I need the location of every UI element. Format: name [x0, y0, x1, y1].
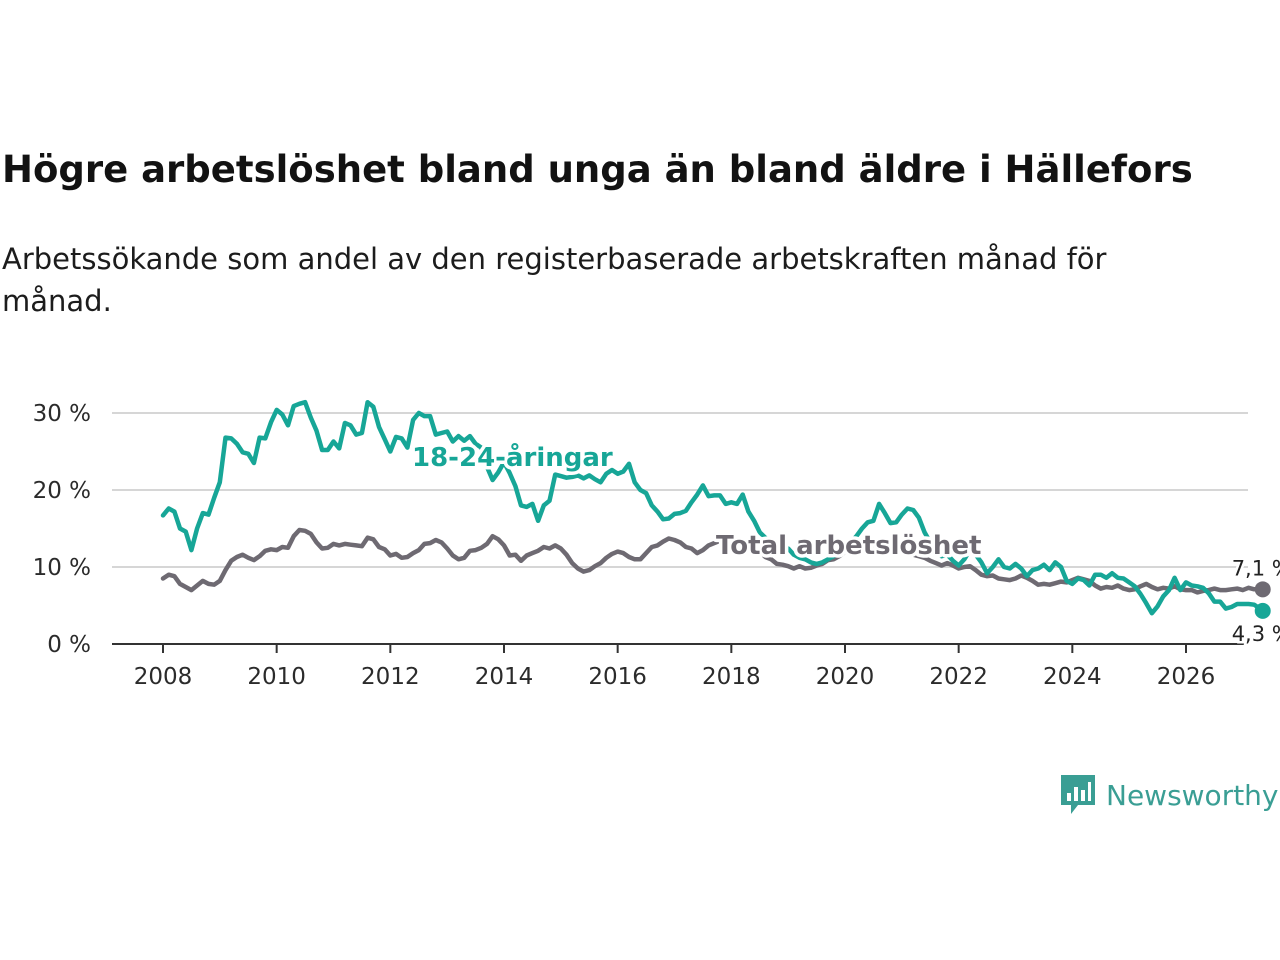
y-tick-label: 20 %: [33, 478, 91, 504]
series-layer: [160, 399, 1271, 619]
newsworthy-brand: Newsworthy: [1058, 772, 1279, 818]
x-axis: 2008 2010 2012 2014 2016 2018 2020 2022 2024 2026: [134, 644, 1216, 690]
x-tick-label: 2012: [361, 664, 420, 690]
series-labels: 18-24-åringar Total arbetslöshet 7,1 % 4,3 …: [409, 438, 1280, 649]
y-tick-label: 0 %: [47, 632, 91, 658]
end-point-total: [1254, 581, 1271, 598]
y-tick-label: 10 %: [33, 555, 91, 581]
end-label-total: 7,1 %: [1232, 556, 1280, 580]
x-tick-label: 2018: [702, 664, 761, 690]
x-tick-label: 2014: [475, 664, 534, 690]
series-label-youth: 18-24-åringar: [412, 441, 613, 473]
series-label-total: Total arbetslöshet: [716, 531, 981, 561]
series-line-youth: [160, 399, 1265, 616]
brand-name: Newsworthy: [1106, 778, 1279, 812]
x-tick-label: 2022: [929, 664, 988, 690]
x-tick-label: 2026: [1157, 664, 1216, 690]
end-point-youth: [1254, 602, 1271, 619]
y-tick-label: 30 %: [33, 401, 91, 427]
x-tick-label: 2010: [247, 664, 306, 690]
chart-title: Högre arbetslöshet bland unga än bland ä…: [2, 148, 1193, 191]
end-label-youth: 4,3 %: [1232, 622, 1280, 646]
newsworthy-chart-logo-icon: [1061, 775, 1095, 814]
x-tick-label: 2020: [816, 664, 875, 690]
series-line-total: [160, 527, 1265, 595]
chart-subtitle: Arbetssökande som andel av den registerb…: [2, 242, 1107, 318]
x-tick-label: 2008: [134, 664, 193, 690]
x-tick-label: 2024: [1043, 664, 1102, 690]
y-axis: 0 % 10 % 20 % 30 %: [33, 401, 91, 658]
x-tick-label: 2016: [588, 664, 647, 690]
